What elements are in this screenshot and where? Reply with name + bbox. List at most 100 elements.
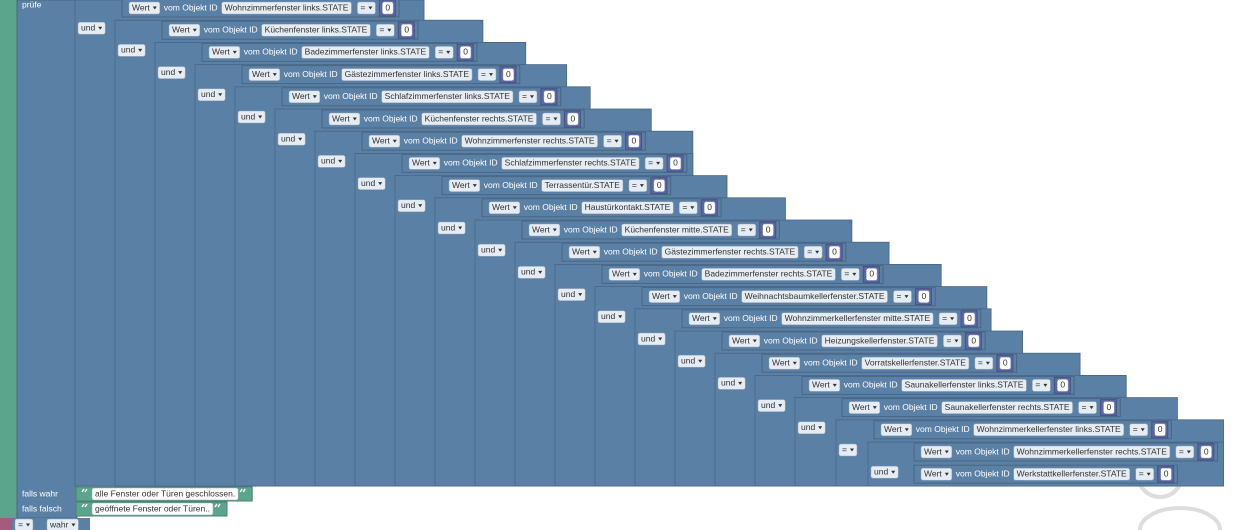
logic-operator[interactable]: und <box>401 200 415 210</box>
operator-dropdown[interactable]: = <box>1133 424 1138 434</box>
number-field[interactable]: 0 <box>404 24 409 34</box>
number-field[interactable]: 0 <box>1158 424 1163 434</box>
object-id[interactable]: Terrassentür.STATE <box>545 180 621 190</box>
operator-dropdown[interactable]: = <box>545 113 550 123</box>
object-id[interactable]: Saunakellerfenster rechts.STATE <box>945 402 1070 412</box>
field-dropdown[interactable]: Wert <box>692 313 710 323</box>
field-dropdown[interactable]: Wert <box>532 224 550 234</box>
object-id[interactable]: Wohnzimmerkellerfenster rechts.STATE <box>1017 446 1168 456</box>
number-field[interactable]: 0 <box>832 246 837 256</box>
operator-dropdown[interactable]: = <box>1139 468 1144 478</box>
logic-operator[interactable]: und <box>521 267 535 277</box>
number-field[interactable]: 0 <box>673 158 678 168</box>
number-field[interactable]: 0 <box>1060 380 1065 390</box>
logic-operator[interactable]: und <box>241 111 255 121</box>
number-field[interactable]: 0 <box>707 202 712 212</box>
operator-dropdown[interactable]: = <box>946 335 951 345</box>
logic-operator[interactable]: und <box>761 400 775 410</box>
number-field[interactable]: 0 <box>385 2 390 12</box>
operator-dropdown[interactable]: = <box>1179 446 1184 456</box>
object-id[interactable]: Wohnzimmerfenster rechts.STATE <box>465 135 595 145</box>
logic-operator[interactable]: und <box>721 378 735 388</box>
operator-dropdown[interactable]: = <box>379 24 384 34</box>
object-id[interactable]: Heizungskellerfenster.STATE <box>825 335 935 345</box>
logic-operator[interactable]: und <box>441 222 455 232</box>
operator-dropdown[interactable]: = <box>1082 402 1087 412</box>
object-id[interactable]: Küchenfenster links.STATE <box>265 24 368 34</box>
field-dropdown[interactable]: Wert <box>884 424 902 434</box>
operator-dropdown[interactable]: = <box>682 202 687 212</box>
number-field[interactable]: 0 <box>1003 357 1008 367</box>
operator-dropdown[interactable]: = <box>607 135 612 145</box>
object-id[interactable]: Badezimmerfenster rechts.STATE <box>705 269 833 279</box>
number-field[interactable]: 0 <box>967 313 972 323</box>
bottom-value[interactable]: wahr <box>49 519 69 529</box>
field-dropdown[interactable]: Wert <box>132 2 150 12</box>
field-dropdown[interactable]: Wert <box>492 202 510 212</box>
logic-operator[interactable]: = <box>842 444 847 454</box>
field-dropdown[interactable]: Wert <box>332 113 350 123</box>
field-dropdown[interactable]: Wert <box>252 69 270 79</box>
logic-operator[interactable]: und <box>801 422 815 432</box>
field-dropdown[interactable]: Wert <box>412 158 430 168</box>
field-dropdown[interactable]: Wert <box>924 468 942 478</box>
field-dropdown[interactable]: Wert <box>772 357 790 367</box>
bottom-operator[interactable]: = <box>18 519 23 529</box>
field-dropdown[interactable]: Wert <box>372 135 390 145</box>
object-id[interactable]: Werkstattkellerfenster.STATE <box>1017 468 1127 478</box>
field-dropdown[interactable]: Wert <box>652 291 670 301</box>
object-id[interactable]: Wohnzimmerfenster links.STATE <box>225 2 349 12</box>
operator-dropdown[interactable]: = <box>438 47 443 57</box>
operator-dropdown[interactable]: = <box>1035 380 1040 390</box>
object-id[interactable]: Wohnzimmerkellerfenster links.STATE <box>977 424 1121 434</box>
logic-operator[interactable]: und <box>481 244 495 254</box>
number-field[interactable]: 0 <box>547 91 552 101</box>
field-dropdown[interactable]: Wert <box>572 246 590 256</box>
logic-operator[interactable]: und <box>601 311 615 321</box>
object-id[interactable]: Wohnzimmerkellerfenster mitte.STATE <box>785 313 931 323</box>
number-field[interactable]: 0 <box>657 180 662 190</box>
logic-operator[interactable]: und <box>361 178 375 188</box>
object-id[interactable]: Vorratskellerfenster.STATE <box>865 357 967 367</box>
logic-operator[interactable]: und <box>121 45 135 55</box>
field-dropdown[interactable]: Wert <box>212 47 230 57</box>
operator-dropdown[interactable]: = <box>807 246 812 256</box>
object-id[interactable]: Schlafzimmerfenster links.STATE <box>385 91 511 101</box>
operator-dropdown[interactable]: = <box>897 291 902 301</box>
operator-dropdown[interactable]: = <box>522 91 527 101</box>
object-id[interactable]: Weihnachtsbaumkellerfenster.STATE <box>745 291 885 301</box>
logic-operator[interactable]: und <box>874 466 888 476</box>
number-field[interactable]: 0 <box>570 113 575 123</box>
logic-operator[interactable]: und <box>81 22 95 32</box>
field-dropdown[interactable]: Wert <box>924 446 942 456</box>
number-field[interactable]: 0 <box>869 269 874 279</box>
number-field[interactable]: 0 <box>632 135 637 145</box>
operator-dropdown[interactable]: = <box>632 180 637 190</box>
operator-dropdown[interactable]: = <box>978 357 983 367</box>
object-id[interactable]: Badezimmerfenster links.STATE <box>305 47 427 57</box>
operator-dropdown[interactable]: = <box>648 158 653 168</box>
object-id[interactable]: Schlafzimmerfenster rechts.STATE <box>505 158 637 168</box>
field-dropdown[interactable]: Wert <box>292 91 310 101</box>
logic-operator[interactable]: und <box>561 289 575 299</box>
field-dropdown[interactable]: Wert <box>172 24 190 34</box>
field-dropdown[interactable]: Wert <box>812 380 830 390</box>
operator-dropdown[interactable]: = <box>360 2 365 12</box>
operator-dropdown[interactable]: = <box>481 69 486 79</box>
field-dropdown[interactable]: Wert <box>732 335 750 345</box>
operator-dropdown[interactable]: = <box>942 313 947 323</box>
field-dropdown[interactable]: Wert <box>852 402 870 412</box>
number-field[interactable]: 0 <box>506 69 511 79</box>
logic-operator[interactable]: und <box>161 67 175 77</box>
number-field[interactable]: 0 <box>921 291 926 301</box>
number-field[interactable]: 0 <box>1204 446 1209 456</box>
object-id[interactable]: Küchenfenster rechts.STATE <box>425 113 534 123</box>
logic-operator[interactable]: und <box>321 156 335 166</box>
field-dropdown[interactable]: Wert <box>612 269 630 279</box>
object-id[interactable]: Gästezimmerfenster links.STATE <box>345 69 470 79</box>
logic-operator[interactable]: und <box>201 89 215 99</box>
number-field[interactable]: 0 <box>766 224 771 234</box>
field-dropdown[interactable]: Wert <box>452 180 470 190</box>
object-id[interactable]: Saunakellerfenster links.STATE <box>905 380 1024 390</box>
string-field[interactable]: geöffnete Fenster oder Türen.. <box>95 503 210 513</box>
